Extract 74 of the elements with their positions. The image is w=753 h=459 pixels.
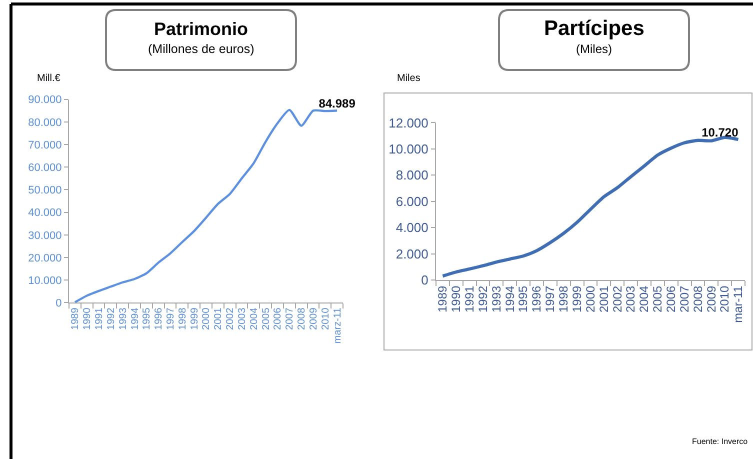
- y-axis-title: Mill.€: [37, 73, 61, 84]
- y-tick-label: 40.000: [28, 207, 62, 220]
- y-tick-label: 90.000: [28, 94, 62, 106]
- chart-subtitle: (Miles): [576, 42, 612, 56]
- y-tick-label: 0: [421, 272, 428, 288]
- x-tick-label: 2004: [637, 285, 652, 313]
- x-tick-label: 2007: [677, 285, 692, 313]
- x-tick-label: 2008: [690, 285, 705, 313]
- y-tick-label: 80.000: [28, 116, 62, 129]
- x-tick-label: 2007: [284, 307, 296, 330]
- y-tick-label: 20.000: [28, 252, 62, 264]
- x-tick-label: mar-11: [731, 285, 746, 323]
- x-tick-label: 2003: [624, 285, 638, 313]
- chart-subtitle: (Millones de euros): [148, 42, 254, 56]
- x-tick-label: marz-11: [332, 307, 344, 344]
- y-tick-label: 12.000: [388, 115, 428, 130]
- x-tick-label: 2008: [296, 307, 308, 330]
- x-tick-label: 2004: [248, 307, 260, 330]
- x-tick-label: 2005: [650, 285, 665, 313]
- x-tick-label: 2001: [213, 307, 224, 330]
- x-tick-label: 1997: [543, 285, 558, 313]
- x-tick-label: 1996: [530, 285, 544, 313]
- x-tick-label: 2005: [260, 307, 272, 330]
- y-tick-label: 30.000: [28, 230, 62, 242]
- x-tick-label: 2010: [718, 285, 732, 313]
- x-tick-label: 2006: [272, 307, 284, 330]
- y-axis-title: Miles: [397, 73, 420, 84]
- x-tick-label: 1992: [106, 307, 117, 330]
- x-tick-label: 2010: [320, 307, 332, 330]
- y-tick-label: 8.000: [396, 168, 428, 183]
- x-tick-label: 2009: [704, 285, 718, 313]
- line-series: [441, 136, 740, 278]
- source-note: Fuente: Inverco: [692, 437, 748, 446]
- y-tick-label: 0: [56, 298, 62, 310]
- x-tick-label: 2002: [225, 307, 236, 330]
- x-tick-label: 2009: [308, 307, 320, 330]
- x-tick-label: 1999: [570, 285, 584, 313]
- x-tick-label: 1991: [94, 307, 106, 330]
- y-tick-label: 10.000: [388, 141, 428, 156]
- x-tick-label: 1992: [476, 285, 490, 313]
- x-tick-label: 1991: [462, 285, 476, 313]
- x-tick-label: 1990: [82, 307, 94, 330]
- x-tick-label: 1989: [70, 307, 82, 330]
- y-tick-label: 60.000: [28, 162, 62, 174]
- x-tick-label: 1996: [154, 307, 165, 330]
- y-tick-label: 4.000: [396, 220, 428, 236]
- x-tick-label: 1993: [489, 285, 504, 313]
- y-tick-label: 10.000: [28, 274, 62, 287]
- x-tick-label: 1995: [142, 307, 153, 330]
- line-series: [74, 108, 338, 303]
- y-tick-label: 6.000: [396, 194, 428, 209]
- x-tick-label: 2000: [201, 307, 212, 330]
- x-tick-label: 1990: [449, 285, 464, 313]
- x-tick-label: 1994: [502, 285, 517, 313]
- x-tick-label: 1998: [556, 285, 571, 313]
- x-tick-label: 1989: [436, 285, 450, 313]
- x-tick-label: 1993: [118, 307, 129, 330]
- data-label: 10.720: [702, 125, 739, 140]
- x-tick-label: 1994: [130, 307, 141, 330]
- y-tick-label: 70.000: [28, 139, 62, 152]
- x-tick-label: 1998: [177, 307, 188, 330]
- y-tick-label: 50.000: [28, 184, 62, 197]
- y-tick-label: 2.000: [396, 246, 428, 262]
- x-tick-label: 2001: [596, 285, 611, 313]
- x-tick-label: 1995: [516, 285, 530, 313]
- data-label: 84.989: [318, 96, 356, 111]
- chart-title: Partícipes: [544, 17, 644, 40]
- x-tick-label: 2000: [583, 285, 598, 313]
- x-tick-label: 2003: [236, 307, 248, 330]
- x-tick-label: 1999: [189, 307, 200, 330]
- x-tick-label: 2006: [664, 285, 678, 313]
- x-tick-label: 1997: [166, 307, 177, 330]
- chart-title: Patrimonio: [154, 19, 248, 39]
- x-tick-label: 2002: [610, 285, 624, 313]
